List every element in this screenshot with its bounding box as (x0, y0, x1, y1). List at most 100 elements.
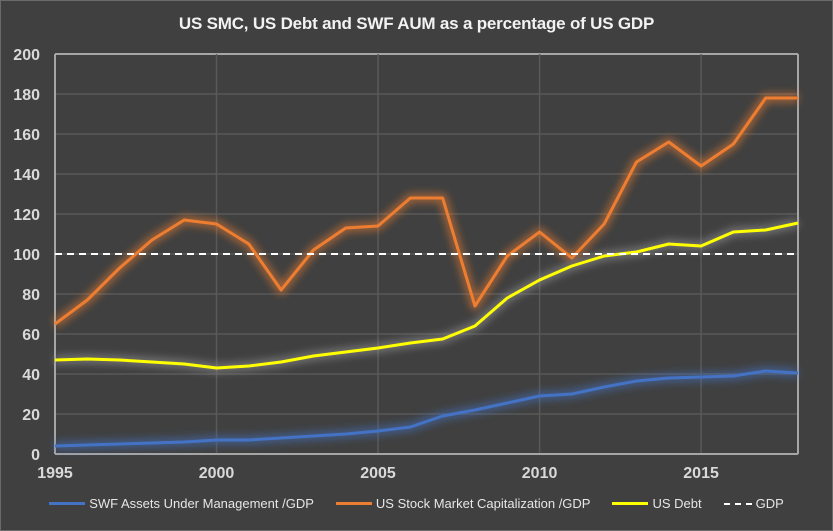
series-group (52, 93, 800, 451)
x-tick-label: 2010 (522, 465, 558, 482)
data-point-us-stock-market-capitalization-gdp (377, 225, 380, 228)
data-point-us-stock-market-capitalization-gdp (797, 97, 800, 100)
data-point-us-stock-market-capitalization-gdp (667, 141, 670, 144)
data-point-us-debt (732, 231, 735, 234)
series-line-us-stock-market-capitalization-gdp (54, 96, 798, 326)
data-point-us-debt (377, 347, 380, 350)
x-tick-label: 2000 (199, 465, 235, 482)
y-tick-label: 140 (13, 167, 40, 184)
data-point-us-stock-market-capitalization-gdp (635, 161, 638, 164)
data-point-swf-assets-under-management-gdp (280, 437, 283, 440)
legend-item: US Stock Market Capitalization /GDP (335, 496, 591, 511)
series-glow-us-stock-market-capitalization-gdp (52, 93, 798, 328)
y-tick-label: 40 (22, 367, 40, 384)
y-axis: 0 20 40 60 80 100 120 140 160 180 200 (13, 47, 40, 464)
data-point-swf-assets-under-management-gdp (764, 370, 767, 373)
data-point-us-debt (150, 361, 153, 364)
data-point-us-stock-market-capitalization-gdp (732, 143, 735, 146)
chart-title: US SMC, US Debt and SWF AUM as a percent… (178, 14, 655, 33)
legend-swatch (612, 502, 649, 505)
data-point-us-debt (570, 265, 573, 268)
data-point-us-debt (764, 229, 767, 232)
legend-item: SWF Assets Under Management /GDP (49, 496, 314, 511)
data-point-us-debt (473, 325, 476, 328)
data-point-swf-assets-under-management-gdp (570, 393, 573, 396)
data-point-us-debt (441, 338, 444, 341)
y-tick-label: 0 (31, 447, 40, 464)
data-point-us-stock-market-capitalization-gdp (280, 289, 283, 292)
data-point-us-stock-market-capitalization-gdp (150, 239, 153, 242)
data-point-us-stock-market-capitalization-gdp (215, 223, 218, 226)
series-line-us-debt (54, 221, 799, 370)
data-point-us-debt (312, 355, 315, 358)
legend-label: US Stock Market Capitalization /GDP (375, 496, 591, 511)
data-point-swf-assets-under-management-gdp (603, 386, 606, 389)
data-point-swf-assets-under-management-gdp (473, 409, 476, 412)
data-point-us-stock-market-capitalization-gdp (118, 267, 121, 270)
data-point-us-debt (118, 359, 121, 362)
data-point-swf-assets-under-management-gdp (667, 377, 670, 380)
data-point-swf-assets-under-management-gdp (409, 426, 412, 429)
data-point-swf-assets-under-management-gdp (377, 430, 380, 433)
y-tick-label: 200 (13, 47, 40, 64)
x-tick-label: 2015 (683, 465, 719, 482)
data-point-swf-assets-under-management-gdp (215, 439, 218, 442)
data-point-swf-assets-under-management-gdp (797, 372, 800, 375)
data-point-swf-assets-under-management-gdp (54, 445, 57, 448)
y-tick-label: 120 (13, 207, 40, 224)
legend-label: US Debt (652, 496, 702, 511)
legend-swatch (335, 502, 372, 505)
data-point-us-debt (215, 367, 218, 370)
legend-item: GDP (723, 496, 784, 511)
data-point-us-stock-market-capitalization-gdp (538, 231, 541, 234)
data-point-us-debt (797, 222, 800, 225)
data-point-us-stock-market-capitalization-gdp (86, 299, 89, 302)
series-line-swf-assets-under-management-gdp (54, 369, 799, 448)
data-point-us-stock-market-capitalization-gdp (441, 197, 444, 200)
data-point-us-debt (280, 361, 283, 364)
data-point-us-debt (667, 243, 670, 246)
data-point-us-debt (54, 359, 57, 362)
legend-swatch (723, 502, 752, 505)
data-point-us-stock-market-capitalization-gdp (764, 97, 767, 100)
data-point-us-stock-market-capitalization-gdp (603, 223, 606, 226)
data-point-swf-assets-under-management-gdp (538, 395, 541, 398)
x-axis: 1995 2000 2005 2010 2015 (37, 465, 719, 482)
data-point-swf-assets-under-management-gdp (183, 441, 186, 444)
data-point-us-stock-market-capitalization-gdp (700, 165, 703, 168)
legend-swatch (49, 502, 86, 505)
y-tick-label: 60 (22, 327, 40, 344)
data-point-swf-assets-under-management-gdp (344, 433, 347, 436)
data-point-us-debt (86, 358, 89, 361)
y-tick-label: 100 (13, 247, 40, 264)
data-point-us-debt (506, 297, 509, 300)
data-point-us-debt (538, 279, 541, 282)
data-point-swf-assets-under-management-gdp (441, 415, 444, 418)
data-point-us-debt (183, 363, 186, 366)
legend-label: GDP (755, 496, 784, 511)
y-tick-label: 80 (22, 287, 40, 304)
data-point-us-debt (247, 365, 250, 368)
data-point-swf-assets-under-management-gdp (732, 375, 735, 378)
y-tick-label: 20 (22, 407, 40, 424)
legend-label: SWF Assets Under Management /GDP (89, 496, 314, 511)
data-point-us-stock-market-capitalization-gdp (247, 243, 250, 246)
data-point-us-stock-market-capitalization-gdp (344, 227, 347, 230)
data-point-us-debt (409, 342, 412, 345)
data-point-us-debt (344, 351, 347, 354)
data-point-us-stock-market-capitalization-gdp (54, 323, 57, 326)
data-point-us-stock-market-capitalization-gdp (409, 197, 412, 200)
x-tick-label: 2005 (360, 465, 396, 482)
data-point-us-stock-market-capitalization-gdp (473, 305, 476, 308)
data-point-us-stock-market-capitalization-gdp (183, 219, 186, 222)
y-tick-label: 180 (13, 87, 40, 104)
series-glow-swf-assets-under-management-gdp (54, 366, 799, 451)
data-point-us-debt (700, 245, 703, 248)
legend-item: US Debt (612, 496, 702, 511)
data-point-swf-assets-under-management-gdp (506, 402, 509, 405)
data-point-swf-assets-under-management-gdp (86, 444, 89, 447)
data-point-swf-assets-under-management-gdp (150, 442, 153, 445)
data-point-swf-assets-under-management-gdp (700, 376, 703, 379)
x-tick-label: 1995 (37, 465, 73, 482)
